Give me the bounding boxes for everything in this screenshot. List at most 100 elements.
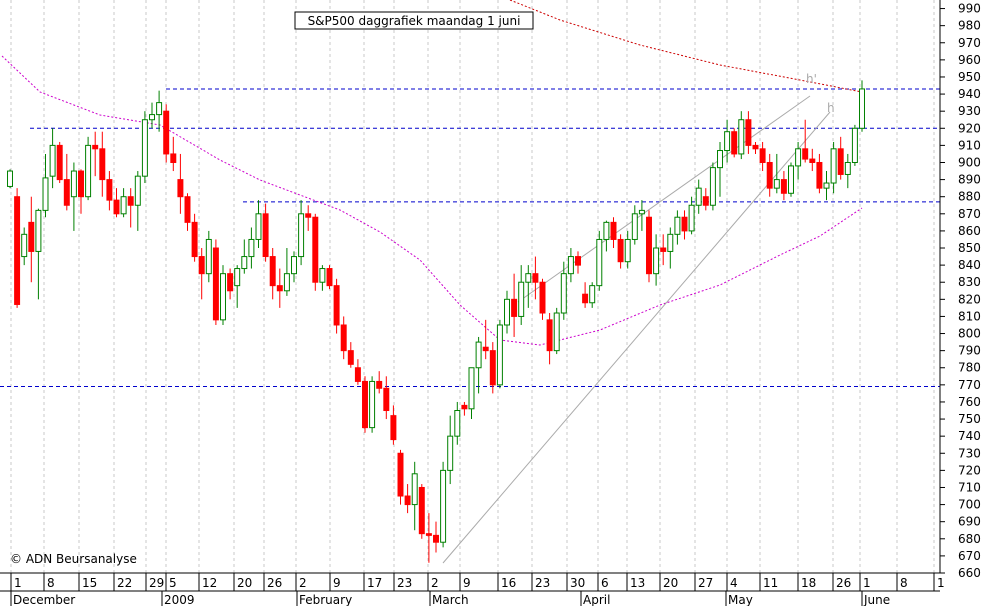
candle-body-down: [482, 346, 489, 352]
candle-body-down: [461, 404, 468, 410]
candle-body-up: [518, 281, 525, 317]
candle-body-down: [184, 196, 191, 223]
x-tick-label: 26: [836, 576, 851, 590]
y-tick-label: 920: [958, 121, 981, 135]
moving-average-long: [509, 0, 863, 93]
candle-body-down: [262, 213, 269, 258]
candle-body-down: [511, 298, 518, 317]
pattern-label-h-prime: h': [806, 72, 817, 86]
candle-body-down: [191, 221, 198, 258]
candle-body-down: [397, 452, 404, 497]
y-tick-label: 930: [958, 104, 981, 118]
candle-body-up: [454, 410, 461, 437]
overlay-layer: [1, 0, 863, 564]
candle-body-up: [638, 209, 645, 215]
candle-body-down: [92, 144, 99, 150]
candle-body-down: [198, 256, 205, 275]
candle-body-down: [766, 161, 773, 189]
x-tick-label: 1: [937, 576, 945, 590]
candle-body-up: [496, 324, 503, 386]
candle-body-down: [212, 247, 219, 321]
candle-body-down: [837, 148, 844, 175]
candle-body-up: [560, 273, 567, 314]
x-tick-label: 16: [501, 576, 516, 590]
candle-body-down: [745, 119, 752, 146]
x-tick-label: 8: [47, 576, 55, 590]
y-tick-label: 750: [958, 412, 981, 426]
y-tick-label: 880: [958, 190, 981, 204]
candle-body-down: [646, 216, 652, 275]
x-tick-label: 1: [14, 576, 22, 590]
month-label: 2009: [164, 593, 195, 606]
candle-body-up: [298, 213, 305, 258]
y-tick-label: 840: [958, 258, 981, 272]
x-tick-label: 2: [299, 576, 307, 590]
y-tick-label: 780: [958, 361, 981, 375]
candle-body-down: [759, 148, 766, 163]
x-tick-label: 26: [267, 576, 282, 590]
candle-body-down: [383, 387, 390, 412]
x-tick-label: 1: [863, 576, 871, 590]
x-tick-label: 5: [169, 576, 177, 590]
trendline-upper: [517, 95, 811, 303]
candle-body-down: [340, 324, 347, 352]
candle-body-up: [688, 204, 695, 232]
candle-body-up: [823, 182, 830, 189]
candle-body-up: [709, 167, 716, 206]
candle-body-down: [14, 196, 21, 305]
month-label: April: [583, 593, 610, 606]
x-tick-label: 17: [367, 576, 382, 590]
x-tick-label: 4: [730, 576, 738, 590]
y-tick-label: 700: [958, 498, 981, 512]
candle-body-down: [816, 161, 823, 189]
candle-body-down: [127, 196, 134, 206]
candle-body-down: [433, 534, 439, 543]
x-tick-label: 15: [82, 576, 97, 590]
candle-body-down: [425, 533, 432, 536]
candle-body-up: [241, 256, 248, 270]
candle-body-up: [85, 144, 92, 198]
month-label: May: [728, 593, 753, 606]
candle-body-up: [234, 268, 241, 287]
candle-body-down: [362, 380, 368, 429]
y-tick-label: 830: [958, 275, 981, 289]
candle-body-up: [674, 216, 681, 235]
candle-body-down: [170, 153, 177, 163]
x-tick-label: 8: [900, 576, 908, 590]
y-tick-label: 720: [958, 463, 981, 477]
candle-body-up: [141, 119, 148, 177]
moving-average-mid: [1, 55, 863, 346]
candle-body-down: [63, 179, 70, 206]
y-tick-label: 860: [958, 224, 981, 238]
candle-body-down: [312, 216, 319, 283]
candle-body-down: [610, 221, 617, 240]
y-tick-label: 660: [958, 566, 981, 580]
candle-body-down: [582, 293, 589, 304]
candle-body-up: [49, 144, 56, 177]
candle-body-down: [404, 495, 411, 506]
candle-body-down: [731, 131, 738, 155]
y-tick-label: 940: [958, 87, 981, 101]
candle-body-down: [78, 170, 84, 198]
candle-body-up: [631, 213, 638, 240]
candle-body-down: [305, 213, 312, 218]
candle-body-up: [830, 148, 837, 184]
candle-body-down: [418, 486, 425, 535]
candle-body-up: [21, 233, 28, 258]
candle-body-up: [717, 150, 723, 169]
candle-body-up: [844, 161, 851, 175]
x-tick-label: 2: [431, 576, 439, 590]
candle-body-down: [681, 216, 688, 232]
candle-body-up: [369, 380, 376, 429]
y-tick-label: 680: [958, 532, 981, 546]
month-label: March: [432, 593, 469, 606]
y-tick-label: 950: [958, 70, 981, 84]
candle-body-up: [120, 196, 127, 215]
x-tick-label: 13: [630, 576, 645, 590]
candle-body-up: [724, 131, 731, 152]
candle-body-up: [653, 247, 660, 275]
y-tick-label: 820: [958, 292, 981, 306]
x-tick-label: 18: [801, 576, 816, 590]
